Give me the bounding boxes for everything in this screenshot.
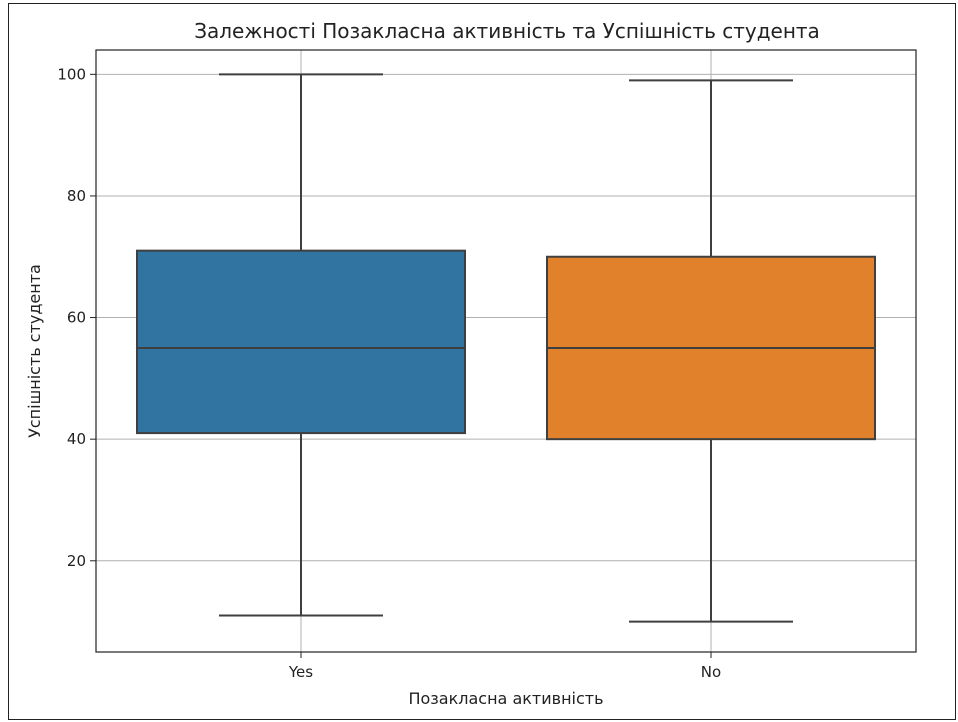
box-iqr	[136, 249, 466, 435]
chart-title: Залежності Позакласна активність та Успі…	[194, 19, 820, 43]
y-axis-ticks: 20 40 60 80 100	[57, 65, 96, 570]
y-tick-label-100: 100	[57, 65, 86, 83]
x-tick-label-0: Yes	[288, 663, 313, 681]
x-axis-ticks: Yes No	[288, 652, 721, 681]
y-tick-label-60: 60	[67, 309, 86, 327]
plot-area-border	[95, 49, 917, 653]
box-yes	[136, 73, 466, 617]
y-tick-label-80: 80	[67, 187, 86, 205]
y-tick-label-20: 20	[67, 552, 86, 570]
x-tick-label-1: No	[701, 663, 721, 681]
y-tick-label-40: 40	[67, 430, 86, 448]
x-axis-label: Позакласна активність	[408, 689, 603, 708]
box-no	[546, 79, 876, 623]
boxes-group	[136, 73, 876, 623]
y-axis-label: Успішність студента	[25, 264, 44, 438]
